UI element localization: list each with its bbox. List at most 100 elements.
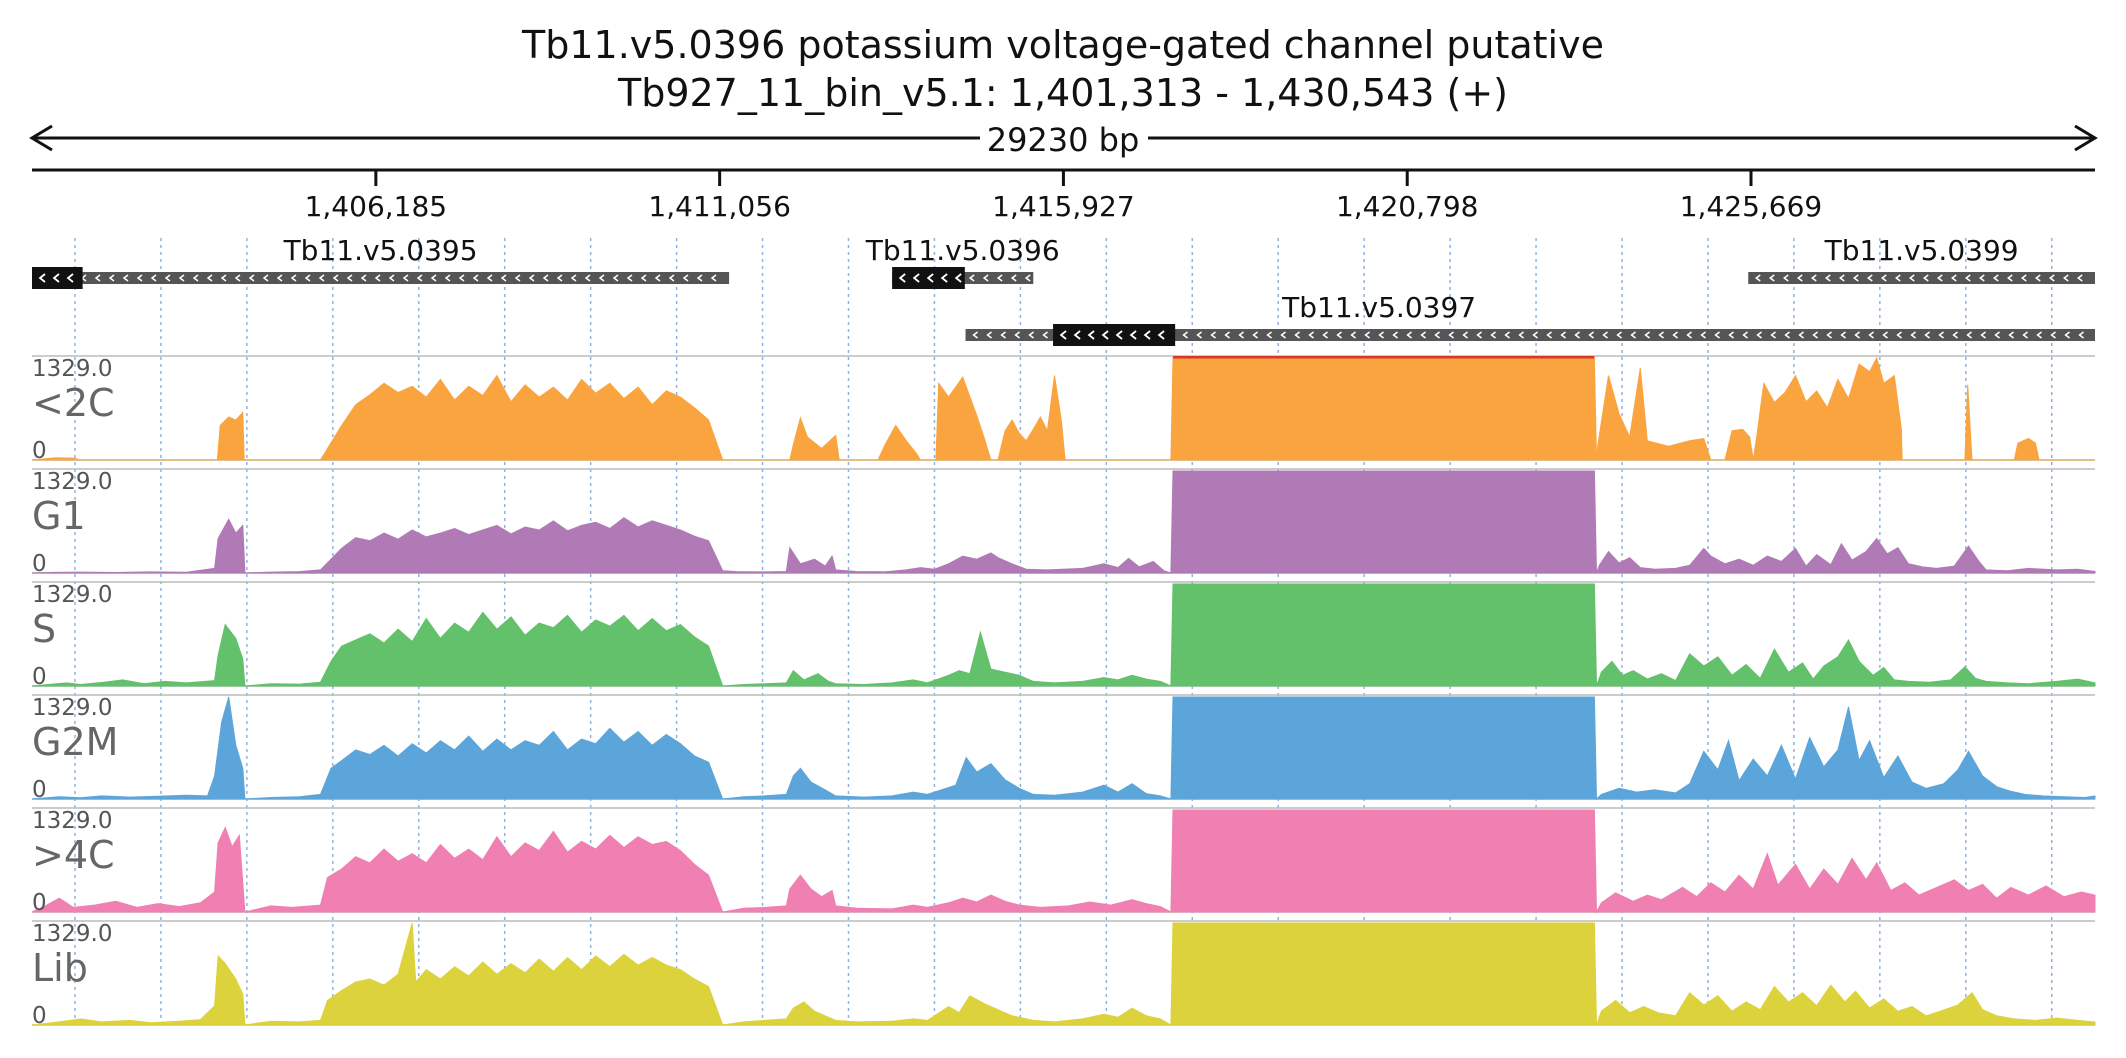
track-0: 1329.0 0 <2C (31, 355, 2095, 464)
strand-chevron (1308, 331, 1314, 339)
strand-chevron (290, 274, 297, 282)
strand-chevron (304, 274, 311, 282)
strand-chevron (1896, 331, 1902, 339)
strand-chevron (1978, 274, 1985, 282)
strand-chevron (1616, 331, 1622, 339)
track-name: <2C (32, 381, 115, 425)
gene-label: Tb11.v5.0399 (1824, 234, 2019, 267)
coverage-area-2 (31, 583, 2096, 687)
track-1: 1329.0 0 G1 (31, 468, 2096, 577)
gene-Tb11.v5.0399[interactable]: Tb11.v5.0399 (1748, 234, 2095, 284)
cds-chevron (1087, 330, 1095, 340)
strand-chevron (1796, 274, 1803, 282)
strand-chevron (430, 274, 437, 282)
clip-marker (1173, 356, 1595, 359)
strand-chevron (122, 274, 129, 282)
gene-body (1748, 272, 2095, 284)
strand-chevron (1224, 331, 1230, 339)
strand-chevron (1854, 331, 1860, 339)
strand-chevron (1546, 331, 1552, 339)
strand-chevron (1028, 331, 1034, 339)
strand-chevron (1658, 331, 1664, 339)
track-max-label: 1329.0 (32, 808, 112, 834)
strand-chevron (1952, 331, 1958, 339)
gene-track: Tb11.v5.0395 Tb11.v5.0396 Tb11.v5.0399 Tb11… (32, 234, 2095, 346)
strand-chevron (2020, 274, 2027, 282)
strand-chevron (654, 274, 661, 282)
strand-chevron (1866, 274, 1873, 282)
gene-label: Tb11.v5.0397 (1281, 291, 1476, 324)
track-4: 1329.0 0 >4C (31, 807, 2096, 916)
strand-chevron (178, 274, 185, 282)
strand-chevron (150, 274, 157, 282)
gene-Tb11.v5.0396[interactable]: Tb11.v5.0396 (865, 234, 1060, 289)
coverage-area-5 (31, 922, 2096, 1026)
strand-chevron (1462, 331, 1468, 339)
axis-tick-label-2: 1,415,927 (992, 190, 1135, 223)
strand-chevron (388, 274, 395, 282)
strand-chevron (1182, 331, 1188, 339)
strand-chevron (1770, 331, 1776, 339)
strand-chevron (668, 274, 675, 282)
track-5: 1329.0 0 Lib (31, 920, 2096, 1029)
axis-tick-label-4: 1,425,669 (1680, 190, 1823, 223)
strand-chevron (1966, 331, 1972, 339)
track-max-label: 1329.0 (32, 469, 112, 495)
strand-chevron (1810, 274, 1817, 282)
strand-chevron (1504, 331, 1510, 339)
axis-ticks: 1,406,185 1,411,056 1,415,927 1,420,798 1,42… (305, 170, 1823, 223)
strand-chevron (1754, 274, 1761, 282)
strand-chevron (1392, 331, 1398, 339)
cds-chevron (912, 273, 920, 283)
strand-chevron (1000, 331, 1006, 339)
strand-chevron (996, 274, 1003, 282)
strand-chevron (1882, 331, 1888, 339)
strand-chevron (584, 274, 591, 282)
strand-chevron (696, 274, 703, 282)
strand-chevron (164, 274, 171, 282)
track-name: G2M (32, 720, 118, 764)
strand-chevron (318, 274, 325, 282)
strand-chevron (220, 274, 227, 282)
strand-chevron (1420, 331, 1426, 339)
strand-chevron (1560, 331, 1566, 339)
strand-chevron (444, 274, 451, 282)
track-name: G1 (32, 494, 86, 538)
strand-chevron (346, 274, 353, 282)
cds-chevron (1101, 330, 1109, 340)
gene-Tb11.v5.0395[interactable]: Tb11.v5.0395 (32, 234, 730, 289)
strand-chevron (1644, 331, 1650, 339)
span-ruler: 29230 bp (29, 121, 2098, 159)
coverage-area-0 (31, 356, 2095, 461)
track-min-label: 0 (32, 1003, 47, 1029)
strand-chevron (1950, 274, 1957, 282)
strand-chevron (1992, 274, 1999, 282)
strand-chevron (2006, 274, 2013, 282)
cds-chevron (1143, 330, 1151, 340)
strand-chevron (234, 274, 241, 282)
coverage-area-4 (31, 809, 2096, 914)
strand-chevron (458, 274, 465, 282)
strand-chevron (1924, 331, 1930, 339)
track-name: Lib (32, 946, 88, 990)
strand-chevron (1266, 331, 1272, 339)
page-title: Tb11.v5.0396 potassium voltage-gated cha… (521, 23, 1604, 67)
strand-chevron (2034, 274, 2041, 282)
strand-chevron (1518, 331, 1524, 339)
strand-chevron (108, 274, 115, 282)
strand-chevron (486, 274, 493, 282)
strand-chevron (1280, 331, 1286, 339)
gene-body (965, 329, 2095, 341)
strand-chevron (1938, 331, 1944, 339)
gene-label: Tb11.v5.0395 (283, 234, 478, 267)
track-max-label: 1329.0 (32, 356, 112, 382)
strand-chevron (1798, 331, 1804, 339)
strand-chevron (1294, 331, 1300, 339)
strand-chevron (1364, 331, 1370, 339)
axis-tick-label-0: 1,406,185 (305, 190, 448, 223)
strand-chevron (2048, 274, 2055, 282)
strand-chevron (500, 274, 507, 282)
strand-chevron (1784, 331, 1790, 339)
strand-chevron (360, 274, 367, 282)
gene-Tb11.v5.0397[interactable]: Tb11.v5.0397 (965, 291, 2095, 346)
